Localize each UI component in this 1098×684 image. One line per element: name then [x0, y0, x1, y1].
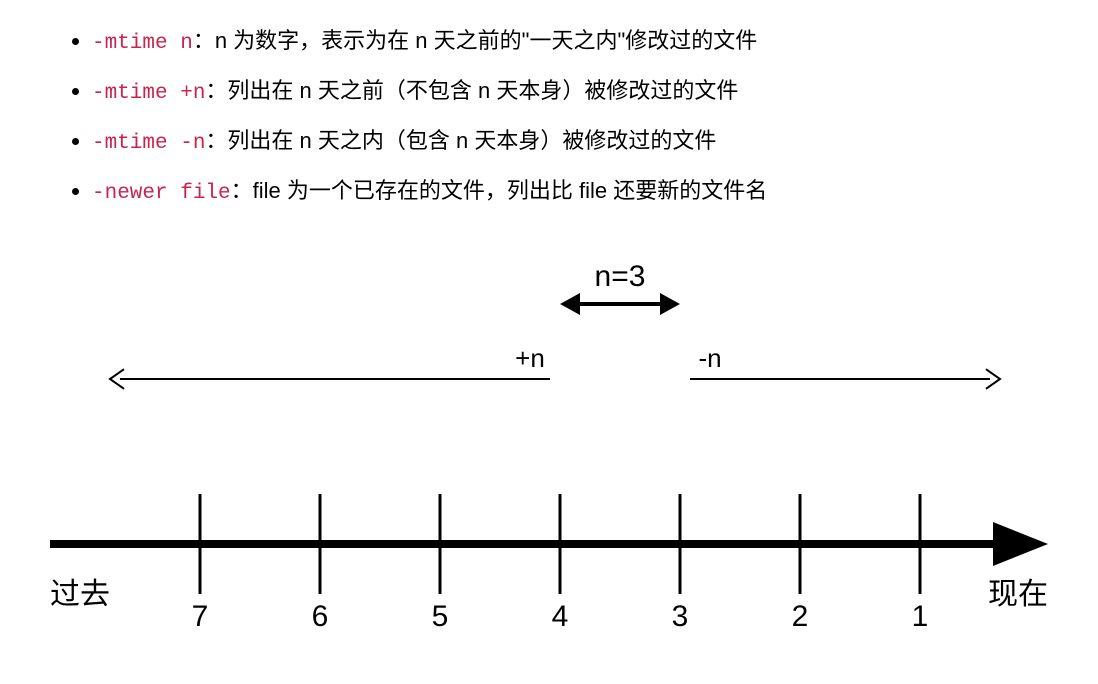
svg-text:+n: +n — [515, 343, 545, 373]
svg-text:1: 1 — [912, 600, 929, 633]
bullet-desc: ：列出在 n 天之内（包含 n 天本身）被修改过的文件 — [205, 128, 716, 153]
bullet-cmd: -mtime -n — [92, 132, 205, 155]
bullet-item: -newer file：file 为一个已存在的文件，列出比 file 还要新的… — [92, 170, 1058, 214]
svg-text:-n: -n — [698, 343, 721, 373]
svg-text:现在: 现在 — [988, 578, 1048, 611]
bullet-item: -mtime -n：列出在 n 天之内（包含 n 天本身）被修改过的文件 — [92, 120, 1058, 164]
svg-text:4: 4 — [552, 600, 569, 633]
svg-text:5: 5 — [432, 600, 449, 633]
bullet-item: -mtime +n：列出在 n 天之前（不包含 n 天本身）被修改过的文件 — [92, 70, 1058, 114]
svg-text:n=3: n=3 — [595, 260, 646, 293]
svg-text:过去: 过去 — [50, 578, 110, 611]
bullet-desc: ：file 为一个已存在的文件，列出比 file 还要新的文件名 — [231, 178, 768, 203]
svg-text:7: 7 — [192, 600, 209, 633]
svg-text:6: 6 — [312, 600, 329, 633]
mtime-timeline-diagram: 7 6 5 4 3 2 1 过去 现在 +n -n n=3 — [40, 244, 1058, 664]
bullet-cmd: -newer file — [92, 182, 231, 205]
svg-text:2: 2 — [792, 600, 809, 633]
svg-text:3: 3 — [672, 600, 689, 633]
bullet-cmd: -mtime +n — [92, 82, 205, 105]
bullet-desc: ：列出在 n 天之前（不包含 n 天本身）被修改过的文件 — [205, 78, 738, 103]
bullet-desc: ：n 为数字，表示为在 n 天之前的"一天之内"修改过的文件 — [193, 28, 757, 53]
bullet-item: -mtime n：n 为数字，表示为在 n 天之前的"一天之内"修改过的文件 — [92, 20, 1058, 64]
bullet-cmd: -mtime n — [92, 32, 193, 55]
